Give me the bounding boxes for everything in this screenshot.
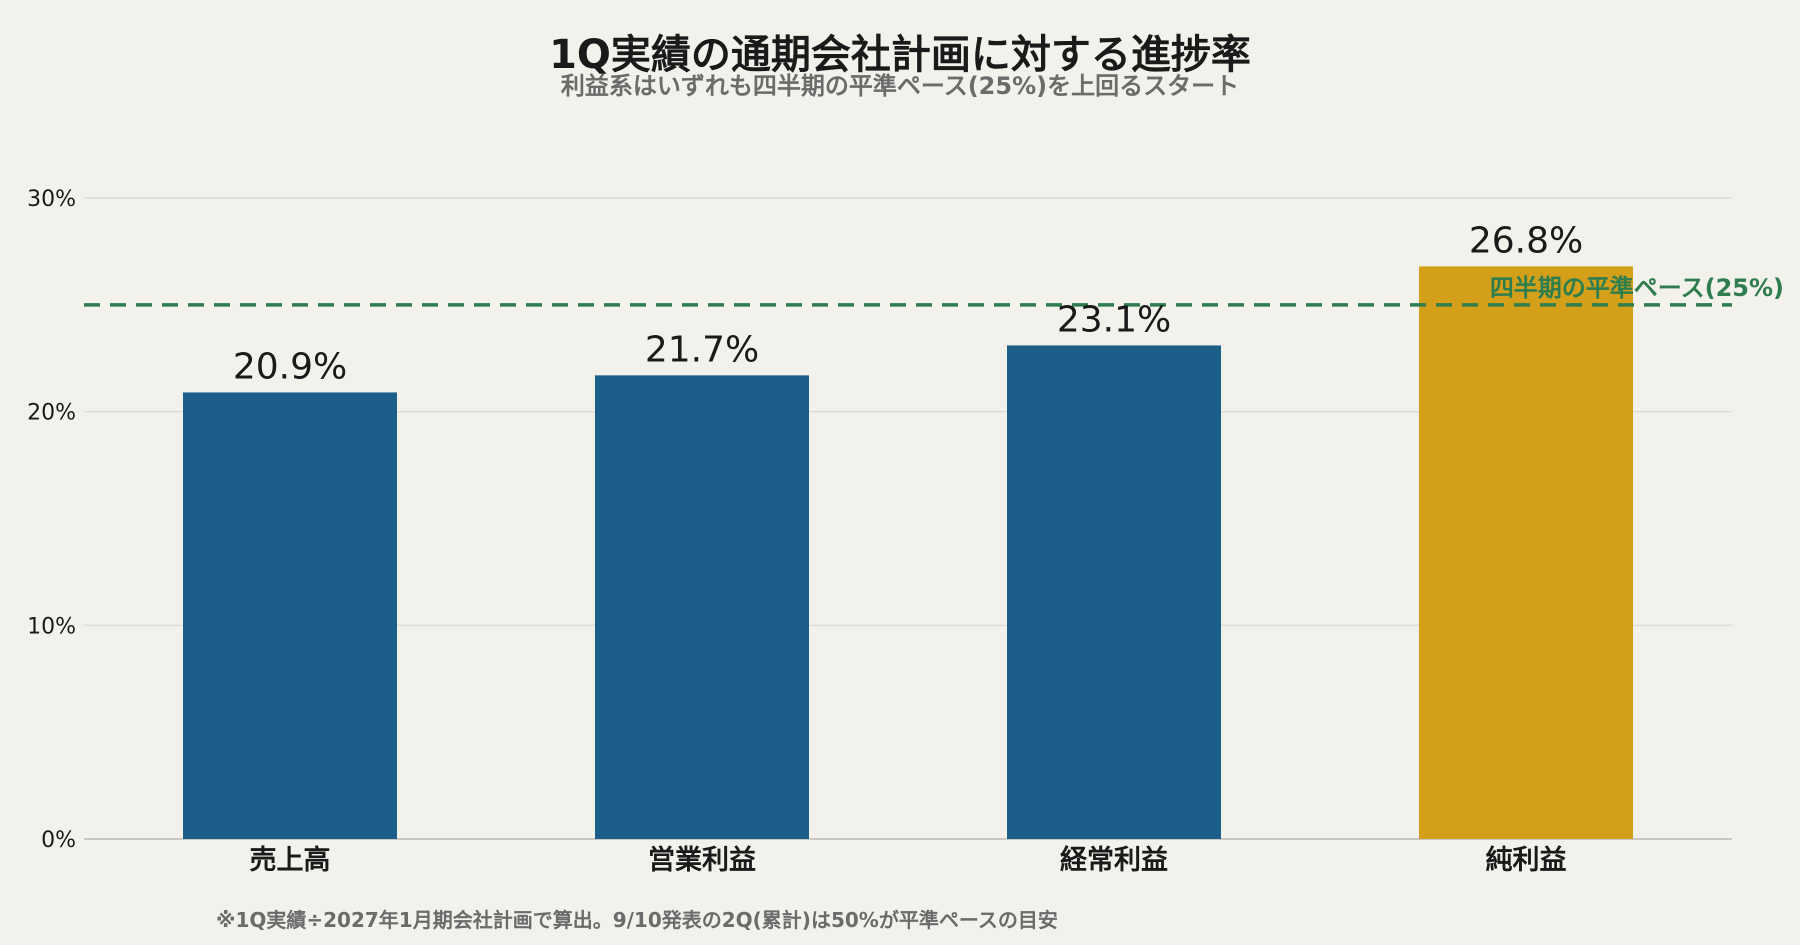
data-labels: 20.9% 21.7% 23.1% 26.8% [233, 220, 1583, 387]
bar [183, 392, 397, 839]
y-tick-label: 10% [27, 614, 76, 639]
x-tick-label: 売上高 [250, 844, 331, 876]
reference-line-label: 四半期の平準ペース(25%) [1490, 274, 1784, 302]
chart-subtitle: 利益系はいずれも四半期の平準ペース(25%)を上回るスタート [561, 72, 1239, 100]
bar [1419, 266, 1633, 840]
y-tick-label: 30% [27, 187, 76, 212]
y-axis: 0% 10% 20% 30% [27, 187, 76, 853]
data-label: 21.7% [645, 329, 759, 370]
footnote: ※1Q実績÷2027年1月期会社計画で算出。9/10発表の2Q(累計)は50%が… [216, 908, 1058, 932]
x-tick-label: 営業利益 [648, 844, 756, 876]
data-label: 23.1% [1057, 299, 1171, 340]
chart-title: 1Q実績の通期会社計画に対する進捗率 [549, 32, 1251, 78]
bar [595, 375, 809, 839]
y-tick-label: 0% [41, 828, 76, 853]
reference-line-group: 四半期の平準ペース(25%) [84, 274, 1784, 307]
x-axis: 売上高 営業利益 経常利益 純利益 [250, 844, 1567, 876]
y-tick-label: 20% [27, 401, 76, 426]
bars [183, 266, 1633, 840]
bar [1007, 345, 1221, 839]
data-label: 26.8% [1469, 220, 1583, 261]
x-tick-label: 経常利益 [1060, 844, 1168, 876]
data-label: 20.9% [233, 346, 347, 387]
x-tick-label: 純利益 [1486, 844, 1567, 876]
